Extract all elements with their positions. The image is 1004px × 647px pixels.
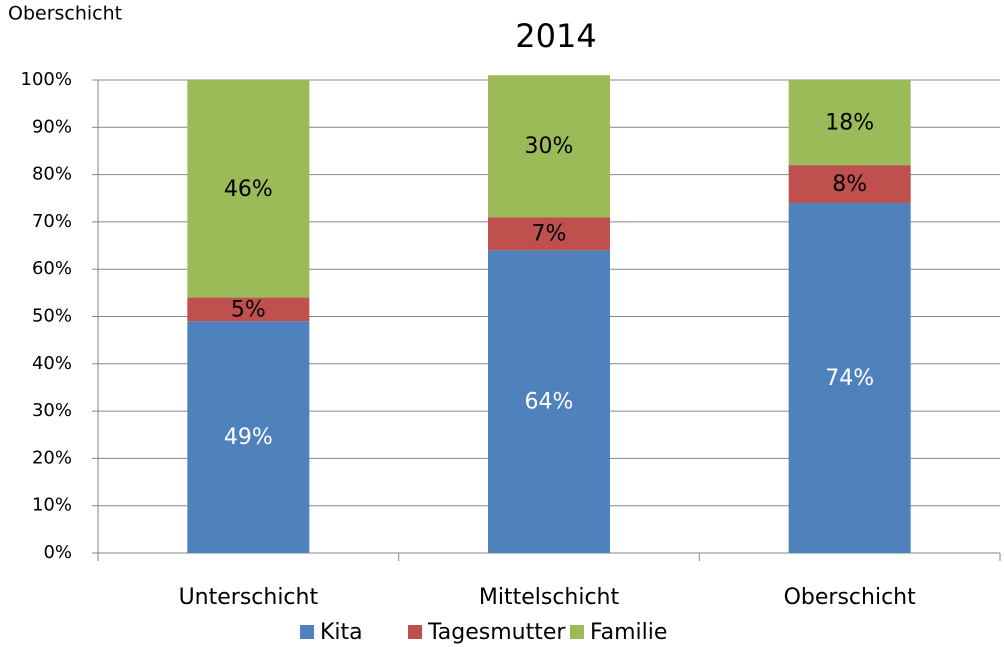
bar-segment bbox=[788, 165, 911, 203]
legend-swatch bbox=[570, 625, 584, 639]
x-tick-label: Oberschicht bbox=[784, 585, 917, 610]
y-tick-label: 20% bbox=[32, 447, 72, 468]
bar-segment bbox=[187, 321, 310, 553]
y-tick-label: 0% bbox=[43, 542, 72, 563]
data-label: 49% bbox=[224, 425, 273, 450]
y-tick-label: 100% bbox=[21, 69, 72, 90]
corner-label: Oberschicht bbox=[8, 3, 122, 25]
data-label: 46% bbox=[224, 177, 273, 202]
bar-segment bbox=[187, 297, 310, 322]
y-tick-label: 80% bbox=[32, 164, 72, 185]
bar-segment bbox=[488, 217, 610, 251]
bar-segment bbox=[788, 80, 911, 166]
data-label: 30% bbox=[525, 134, 574, 159]
legend-label: Kita bbox=[320, 620, 363, 645]
legend-swatch bbox=[300, 625, 314, 639]
data-label: 18% bbox=[825, 111, 874, 136]
data-label: 7% bbox=[532, 222, 567, 247]
bar-segment bbox=[788, 202, 911, 554]
y-tick-label: 50% bbox=[32, 306, 72, 327]
legend-swatch bbox=[408, 625, 422, 639]
data-label: 64% bbox=[525, 390, 574, 415]
y-tick-label: 40% bbox=[32, 353, 72, 374]
x-tick-label: Mittelschicht bbox=[479, 585, 620, 610]
bar-segment bbox=[488, 75, 610, 218]
y-tick-label: 90% bbox=[32, 116, 72, 137]
legend-label: Familie bbox=[590, 620, 667, 645]
bar-segment bbox=[488, 250, 610, 553]
bar-segment bbox=[187, 80, 310, 298]
x-tick-label: Unterschicht bbox=[179, 585, 319, 610]
legend-label: Tagesmutter bbox=[427, 620, 566, 645]
y-tick-label: 70% bbox=[32, 211, 72, 232]
chart-title: 2014 bbox=[515, 17, 596, 55]
y-tick-label: 60% bbox=[32, 258, 72, 279]
y-tick-label: 10% bbox=[32, 495, 72, 516]
y-tick-label: 30% bbox=[32, 400, 72, 421]
data-label: 74% bbox=[825, 366, 874, 391]
data-label: 5% bbox=[231, 297, 266, 322]
data-label: 8% bbox=[832, 172, 867, 197]
